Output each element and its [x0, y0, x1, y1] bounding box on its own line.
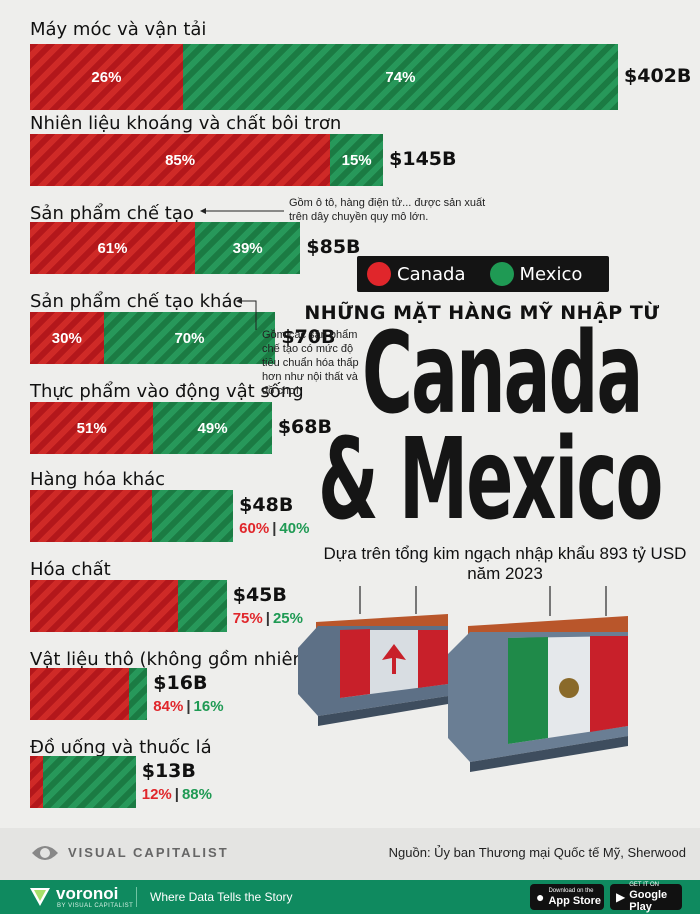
bar-percent-labels: 75% | 25%	[233, 610, 303, 627]
category-label: Sản phẩm chế tạo	[30, 203, 194, 224]
bar-segment-mexico: 49%	[153, 402, 272, 454]
bar-segment-mexico	[151, 490, 234, 542]
bar-total-label: $145B	[389, 148, 457, 170]
bar-total-label: $45B	[232, 584, 287, 606]
bar-segment-mexico: 39%	[194, 222, 301, 274]
visual-capitalist-logo-icon	[32, 846, 58, 860]
legend-mexico-label: Mexico	[519, 263, 583, 285]
bar-segment-canada: 30%	[30, 312, 104, 364]
bar-segment-canada: 51%	[30, 402, 154, 454]
bar-total-label: $13B	[141, 760, 196, 782]
bar-segment-mexico	[42, 756, 136, 808]
percent-separator: |	[272, 520, 277, 537]
chart-description: Dựa trên tổng kim ngạch nhập khẩu 893 tỷ…	[323, 544, 687, 583]
app-store-button[interactable]: ● Download on the App Store	[530, 884, 604, 910]
play-icon: ▶	[616, 890, 626, 904]
bar-segment-mexico: 15%	[330, 134, 384, 186]
percent-separator: |	[265, 610, 270, 627]
percent-separator: |	[186, 698, 191, 715]
bar-total-label: $70B	[281, 326, 336, 348]
footer-divider	[136, 887, 137, 907]
annotation-other-manufactured: Gồm các sản phẩm chế tạo có mức độ tiêu …	[262, 329, 359, 397]
legend: Canada Mexico	[357, 256, 609, 292]
bar-percent-labels: 84% | 16%	[153, 698, 223, 715]
percent-mexico: 88%	[181, 786, 212, 803]
bar-segment-canada: 85%	[30, 134, 331, 186]
source-note: Nguồn: Ủy ban Thương mại Quốc tế Mỹ, She…	[388, 845, 686, 860]
voronoi-sub: BY VISUAL CAPITALIST	[57, 903, 134, 909]
category-label: Vật liệu thô (không gồm nhiên liệu)	[30, 649, 350, 670]
bar-segment-mexico: 74%	[182, 44, 618, 110]
brand-name: VISUAL CAPITALIST	[68, 845, 229, 860]
legend-canada-label: Canada	[397, 263, 466, 285]
category-label: Thực phẩm vào động vật sống	[30, 381, 304, 402]
voronoi-brand: voronoi	[56, 884, 119, 903]
bar-segment-canada: 26%	[30, 44, 183, 110]
bar-total-label: $48B	[239, 494, 294, 516]
category-label: Đồ uống và thuốc lá	[30, 737, 212, 758]
category-label: Nhiên liệu khoáng và chất bôi trơn	[30, 113, 342, 134]
annotation-arrow-1	[200, 208, 284, 214]
bar-segment-canada	[30, 756, 43, 808]
google-play-label: Google Play	[629, 888, 668, 913]
bar-segment-mexico: 70%	[103, 312, 276, 364]
big-title-mexico: & Mexico	[318, 415, 663, 545]
apple-icon: ●	[536, 889, 545, 905]
category-label: Hàng hóa khác	[30, 469, 166, 490]
percent-canada: 75%	[232, 610, 263, 627]
bar-segment-canada	[30, 580, 178, 632]
bar-percent-labels: 12% | 88%	[142, 786, 212, 803]
bar-segment-canada: 61%	[30, 222, 195, 274]
app-store-label: App Store	[548, 894, 602, 907]
legend-canada-dot	[367, 262, 391, 286]
bar-total-label: $402B	[624, 65, 692, 87]
big-title-canada: Canada	[362, 309, 643, 439]
legend-mexico-dot	[489, 262, 514, 286]
category-label: Sản phẩm chế tạo khác	[30, 291, 243, 312]
annotation-arrow-2	[236, 298, 257, 330]
shipping-containers-illustration	[298, 586, 628, 772]
bar-percent-labels: 60% | 40%	[239, 520, 309, 537]
chart-title: NHỮNG MẶT HÀNG MỸ NHẬP TỪ	[304, 302, 660, 324]
category-label: Máy móc và vận tải	[30, 19, 207, 40]
percent-canada: 84%	[153, 698, 184, 715]
footer-top	[0, 828, 700, 880]
category-label: Hóa chất	[30, 559, 111, 580]
percent-canada: 12%	[141, 786, 172, 803]
bar-total-label: $68B	[277, 416, 332, 438]
annotation-machinery: Gồm ô tô, hàng điện tử... được sản xuất …	[289, 197, 486, 223]
bar-total-label: $85B	[306, 236, 361, 258]
bar-segment-canada	[30, 490, 152, 542]
google-play-button[interactable]: ▶ GET IT ON Google Play	[610, 881, 682, 913]
voronoi-logo-icon	[30, 888, 50, 906]
bar-total-label: $16B	[153, 672, 208, 694]
bar-segment-mexico	[128, 668, 148, 720]
percent-canada: 60%	[239, 520, 270, 537]
percent-mexico: 25%	[272, 610, 303, 627]
bar-segment-mexico	[177, 580, 227, 632]
tagline: Where Data Tells the Story	[150, 890, 293, 904]
bar-segment-canada	[30, 668, 129, 720]
app-store-small-text: Download on the	[548, 887, 594, 894]
percent-separator: |	[174, 786, 179, 803]
percent-mexico: 16%	[193, 698, 224, 715]
google-play-small-text: GET IT ON	[629, 881, 660, 888]
percent-mexico: 40%	[279, 520, 310, 537]
